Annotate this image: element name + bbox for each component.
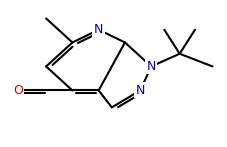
Text: N: N (135, 84, 144, 97)
Text: O: O (13, 84, 22, 97)
Text: N: N (94, 23, 103, 36)
Text: N: N (146, 60, 155, 73)
